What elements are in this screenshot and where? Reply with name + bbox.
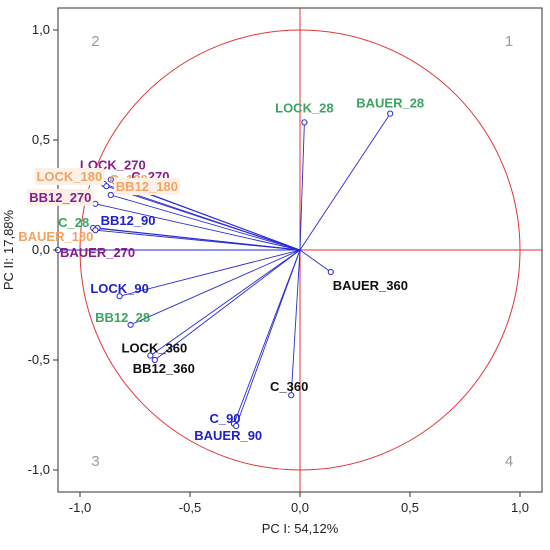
data-point [233,422,240,430]
vector-line [235,249,301,427]
vector-line [95,229,301,251]
x-tick-label: 0,5 [401,500,419,515]
point-label: BB12_28 [95,310,150,325]
point-label-background [27,188,94,206]
x-axis-title: PC I: 54,12% [262,521,339,536]
y-tick-label: 0,0 [32,242,50,257]
point-label: BAUER_270 [60,245,135,260]
data-point [116,293,123,300]
point-label: BB12_360 [133,361,195,376]
x-tick-label: -0,5 [179,500,201,515]
data-point [103,183,110,190]
vector-line [119,249,301,297]
point-label: BAUER_360 [333,278,408,293]
point-label-background [113,178,180,195]
x-tick-label: 1,0 [511,500,529,515]
vector-line [299,249,332,273]
point-label: BB12_180 [116,179,178,194]
vector-line [95,203,301,251]
vector-line [154,249,301,361]
quadrant-label: 3 [91,453,99,470]
point-label: BAUER_90 [194,428,262,443]
y-tick-label: -0,5 [28,352,50,367]
point-label: C_90 [209,411,240,426]
data-point [387,110,394,117]
data-point [92,200,99,207]
point-label: LOCK_360 [122,341,188,356]
vector-line [299,113,391,251]
data-point [151,356,158,364]
point-label: BAUER_180 [18,229,93,244]
vector-line [106,185,301,251]
point-label: LOCK_180 [36,169,102,184]
data-point [107,191,114,199]
vector-line [110,194,301,251]
quadrant-label: 1 [505,33,513,50]
point-label: BB12_270 [29,190,91,205]
data-point [127,321,134,328]
vector-line [150,249,301,356]
y-tick-label: 1,0 [32,22,50,37]
point-label: C_360 [270,379,308,394]
data-point [288,392,295,399]
vector-line [290,249,301,396]
vector-line [299,122,305,251]
data-point [327,268,334,276]
point-label: LOCK_28 [275,100,334,115]
data-point [92,227,99,234]
vector-line [233,249,301,424]
point-label: C_28 [58,215,89,230]
vector-line [130,249,301,326]
quadrant-label: 2 [91,33,99,50]
data-point [147,352,154,359]
point-label-background [34,168,105,185]
quadrant-label: 4 [505,453,513,470]
point-label: BAUER_28 [356,96,424,111]
x-tick-label: 0,0 [291,500,309,515]
y-axis-title: PC II: 17,88% [1,209,16,290]
y-tick-label: -1,0 [28,462,50,477]
point-label: BB12_90 [101,213,156,228]
point-label: LOCK_90 [90,281,149,296]
x-tick-label: -1,0 [69,500,91,515]
y-tick-label: 0,5 [32,132,50,147]
data-point [301,119,308,126]
